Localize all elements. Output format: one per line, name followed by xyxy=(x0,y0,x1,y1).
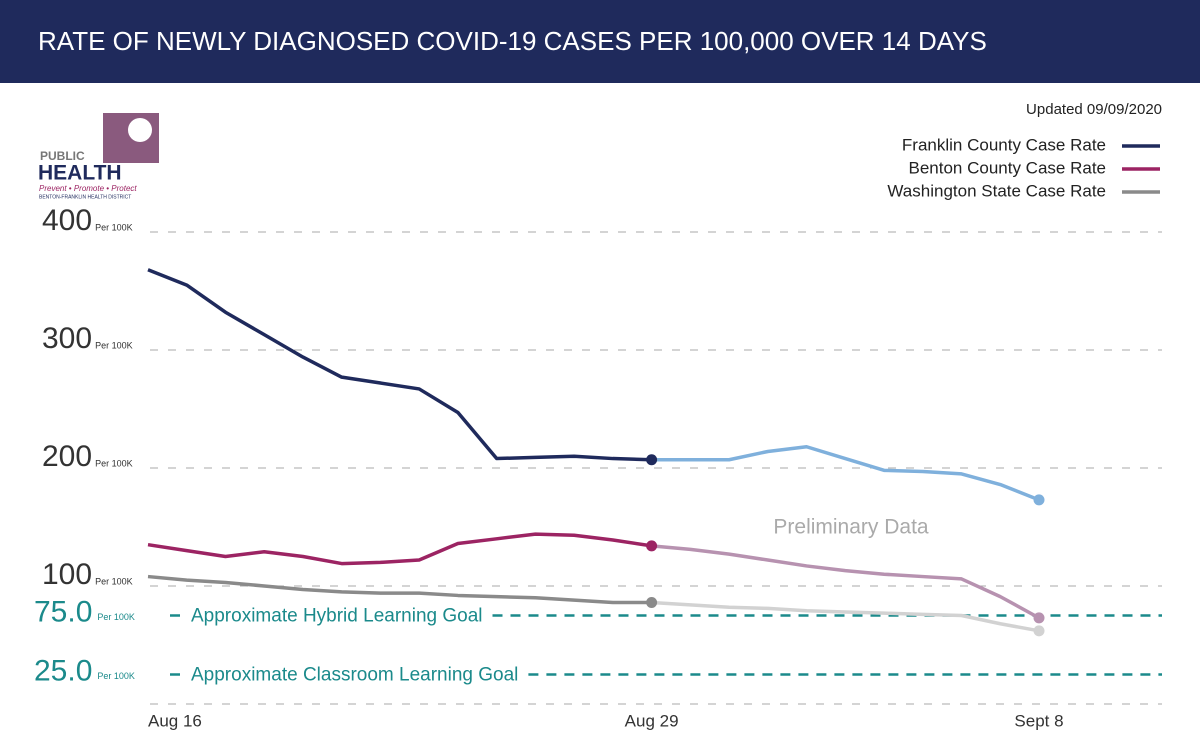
x-tick-label: Aug 29 xyxy=(625,711,679,730)
logo-graphic xyxy=(103,113,159,163)
series-line xyxy=(651,445,1040,502)
logo-text: HEALTH xyxy=(38,162,122,185)
y-tick-unit: Per 100K xyxy=(95,340,133,350)
logo-graphic xyxy=(128,118,152,142)
logo: PUBLIC HEALTH Prevent • Promote • Protec… xyxy=(38,113,159,200)
y-tick-label: 200 xyxy=(42,440,92,473)
point xyxy=(1033,612,1045,624)
series-line xyxy=(147,268,652,462)
series-line xyxy=(651,600,1040,633)
y-tick-label: 300 xyxy=(42,322,92,355)
chart-title: RATE OF NEWLY DIAGNOSED COVID-19 CASES P… xyxy=(38,26,987,56)
legend-label: Franklin County Case Rate xyxy=(902,135,1106,154)
goal-label: Approximate Hybrid Learning Goal xyxy=(191,606,483,627)
y-tick-unit: Per 100K xyxy=(95,222,133,232)
point xyxy=(646,540,658,552)
y-tick-unit: Per 100K xyxy=(95,576,133,586)
legend-label: Washington State Case Rate xyxy=(887,181,1106,200)
goal-unit: Per 100K xyxy=(97,671,135,681)
y-tick-label: 100 xyxy=(42,558,92,591)
y-tick-label: 400 xyxy=(42,204,92,237)
legend-label: Benton County Case Rate xyxy=(908,158,1106,177)
x-tick-label: Sept 8 xyxy=(1014,711,1063,730)
point xyxy=(646,597,658,609)
point xyxy=(646,454,658,466)
goal-unit: Per 100K xyxy=(97,612,135,622)
series-line xyxy=(147,532,652,566)
goal-value-label: 75.0 xyxy=(34,595,92,628)
goal-label: Approximate Classroom Learning Goal xyxy=(191,665,518,686)
series-line xyxy=(651,544,1040,620)
goal-value-label: 25.0 xyxy=(34,654,92,687)
series-line xyxy=(147,574,652,605)
logo-text: Prevent • Promote • Protect xyxy=(39,184,137,193)
header-bar xyxy=(0,0,1200,83)
point xyxy=(1033,625,1045,637)
x-tick-label: Aug 16 xyxy=(148,711,202,730)
logo-text: BENTON-FRANKLIN HEALTH DISTRICT xyxy=(39,194,131,200)
logo-text: PUBLIC xyxy=(40,149,85,163)
point xyxy=(1033,494,1045,506)
y-tick-unit: Per 100K xyxy=(95,458,133,468)
annotation: Preliminary Data xyxy=(773,516,929,539)
subtitle: Updated 09/09/2020 xyxy=(1026,101,1162,118)
